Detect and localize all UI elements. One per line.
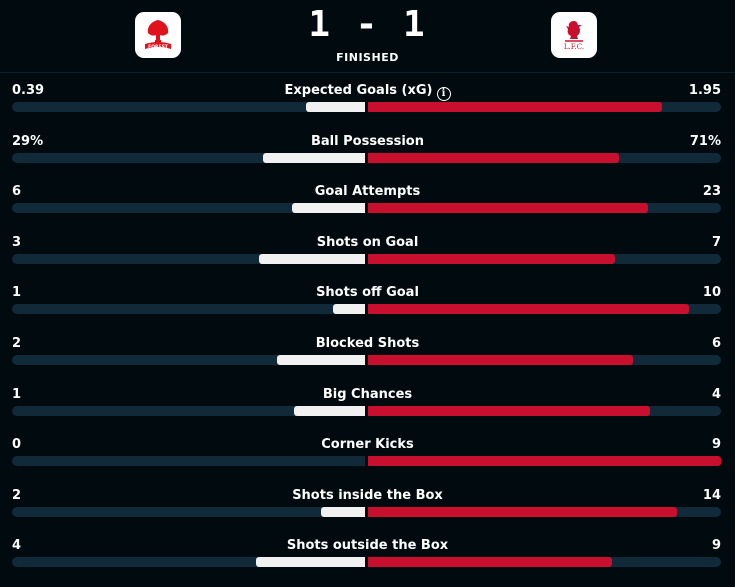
away-bar-track [368, 203, 721, 214]
stat-title: Shots inside the Box [0, 487, 735, 504]
away-team-logo[interactable]: L.F.C. [551, 12, 597, 58]
away-bar-track [368, 102, 721, 112]
stat-title: Ball Possession [0, 133, 735, 150]
home-bar-fill [333, 304, 365, 315]
away-bar-track [368, 304, 721, 315]
liverbird-icon: L.F.C. [564, 21, 584, 51]
stat-away-value: 10 [702, 285, 721, 301]
match-status: FINISHED [336, 51, 399, 64]
stat-row: 2 Shots inside the Box 14 [0, 487, 735, 537]
stat-home-value: 0 [12, 437, 22, 453]
stat-away-value: 6 [711, 336, 721, 351]
away-bar-track [368, 506, 721, 517]
stat-row: 0 Corner Kicks 9 [0, 436, 735, 486]
stat-title-label: Big Chances [322, 386, 413, 402]
stat-row: 1 Big Chances 4 [0, 386, 735, 436]
home-team-logo[interactable]: FOREST [135, 12, 181, 58]
match-header: FOREST 1 - 1 FINISHED L.F.C. [0, 0, 735, 73]
stat-away-value: 1.95 [688, 83, 721, 98]
stat-away-value: 4 [711, 386, 721, 402]
stat-title: Goal Attempts [0, 183, 735, 200]
home-bar-fill [256, 557, 365, 568]
info-icon[interactable]: i [436, 87, 451, 101]
home-bar-fill [306, 102, 365, 112]
stat-title-label: Ball Possession [311, 133, 424, 149]
home-bar-fill [277, 355, 365, 365]
forest-tree-icon: FOREST [145, 20, 171, 50]
stat-away-value: 9 [711, 437, 721, 453]
stat-home-value: 1 [12, 285, 22, 301]
stat-title: Blocked Shots [0, 335, 735, 352]
away-bar-fill [368, 506, 677, 517]
away-bar-fill [368, 152, 619, 163]
stat-row: 6 Goal Attempts 23 [0, 183, 735, 233]
stat-title: Shots off Goal [0, 284, 735, 301]
stat-title-label: Corner Kicks [321, 437, 414, 453]
away-bar-track [368, 253, 721, 264]
stat-title-label: Expected Goals (xG) [284, 83, 433, 98]
away-bar-track [368, 355, 721, 365]
home-bar-fill [292, 203, 365, 214]
home-bar-track [12, 557, 365, 568]
stat-title: Shots on Goal [0, 234, 735, 251]
stat-title: Big Chances [0, 386, 735, 403]
away-bar-fill [368, 253, 615, 264]
stat-title: Shots outside the Box [0, 537, 735, 554]
svg-text:L.F.C.: L.F.C. [564, 43, 584, 51]
stat-title-label: Shots inside the Box [292, 487, 443, 503]
stat-row: 0.39 Expected Goals (xG) i 1.95 [0, 82, 735, 132]
stat-home-value: 2 [12, 336, 22, 351]
home-bar-track [12, 253, 365, 264]
stat-title: Corner Kicks [0, 436, 735, 453]
stat-title-label: Shots on Goal [316, 234, 419, 250]
stat-home-value: 2 [12, 487, 22, 503]
away-bar-fill [368, 355, 633, 365]
match-score: 1 - 1 [308, 4, 427, 45]
away-bar-fill [368, 304, 689, 315]
stat-home-value: 1 [12, 386, 22, 402]
stat-row: 4 Shots outside the Box 9 [0, 537, 735, 587]
stat-title-label: Blocked Shots [315, 336, 420, 351]
home-bar-track [12, 405, 365, 416]
home-bar-track [12, 304, 365, 315]
away-bar-track [368, 456, 721, 467]
stat-away-value: 9 [711, 538, 721, 554]
stat-home-value: 6 [12, 184, 22, 200]
stat-title-label: Goal Attempts [314, 184, 421, 200]
home-bar-fill [259, 253, 365, 264]
stat-row: 3 Shots on Goal 7 [0, 234, 735, 284]
home-bar-fill [263, 152, 365, 163]
stat-title: Expected Goals (xG) i [0, 82, 735, 101]
home-bar-track [12, 203, 365, 214]
stat-home-value: 29% [12, 133, 44, 149]
home-bar-track [12, 102, 365, 112]
home-bar-fill [294, 405, 365, 416]
stat-title-label: Shots off Goal [316, 285, 419, 301]
stat-row: 2 Blocked Shots 6 [0, 335, 735, 385]
stat-away-value: 7 [711, 234, 721, 250]
stat-away-value: 14 [702, 487, 721, 503]
home-bar-fill [321, 506, 365, 517]
away-bar-track [368, 557, 721, 568]
stat-home-value: 0.39 [12, 83, 45, 98]
stat-title-label: Shots outside the Box [286, 538, 449, 554]
away-bar-fill [368, 456, 721, 467]
away-bar-fill [368, 203, 648, 214]
svg-text:FOREST: FOREST [148, 44, 169, 50]
stat-row: 1 Shots off Goal 10 [0, 284, 735, 334]
home-bar-track [12, 152, 365, 163]
home-bar-track [12, 355, 365, 365]
away-bar-fill [368, 405, 650, 416]
home-bar-track [12, 456, 365, 467]
stat-away-value: 23 [702, 184, 721, 200]
away-bar-fill [368, 102, 662, 112]
stat-away-value: 71% [689, 133, 721, 149]
home-bar-track [12, 506, 365, 517]
stat-row: 29% Ball Possession 71% [0, 133, 735, 183]
away-bar-track [368, 405, 721, 416]
stat-home-value: 3 [12, 234, 22, 250]
stat-home-value: 4 [12, 538, 22, 554]
away-bar-fill [368, 557, 612, 568]
away-bar-track [368, 152, 721, 163]
